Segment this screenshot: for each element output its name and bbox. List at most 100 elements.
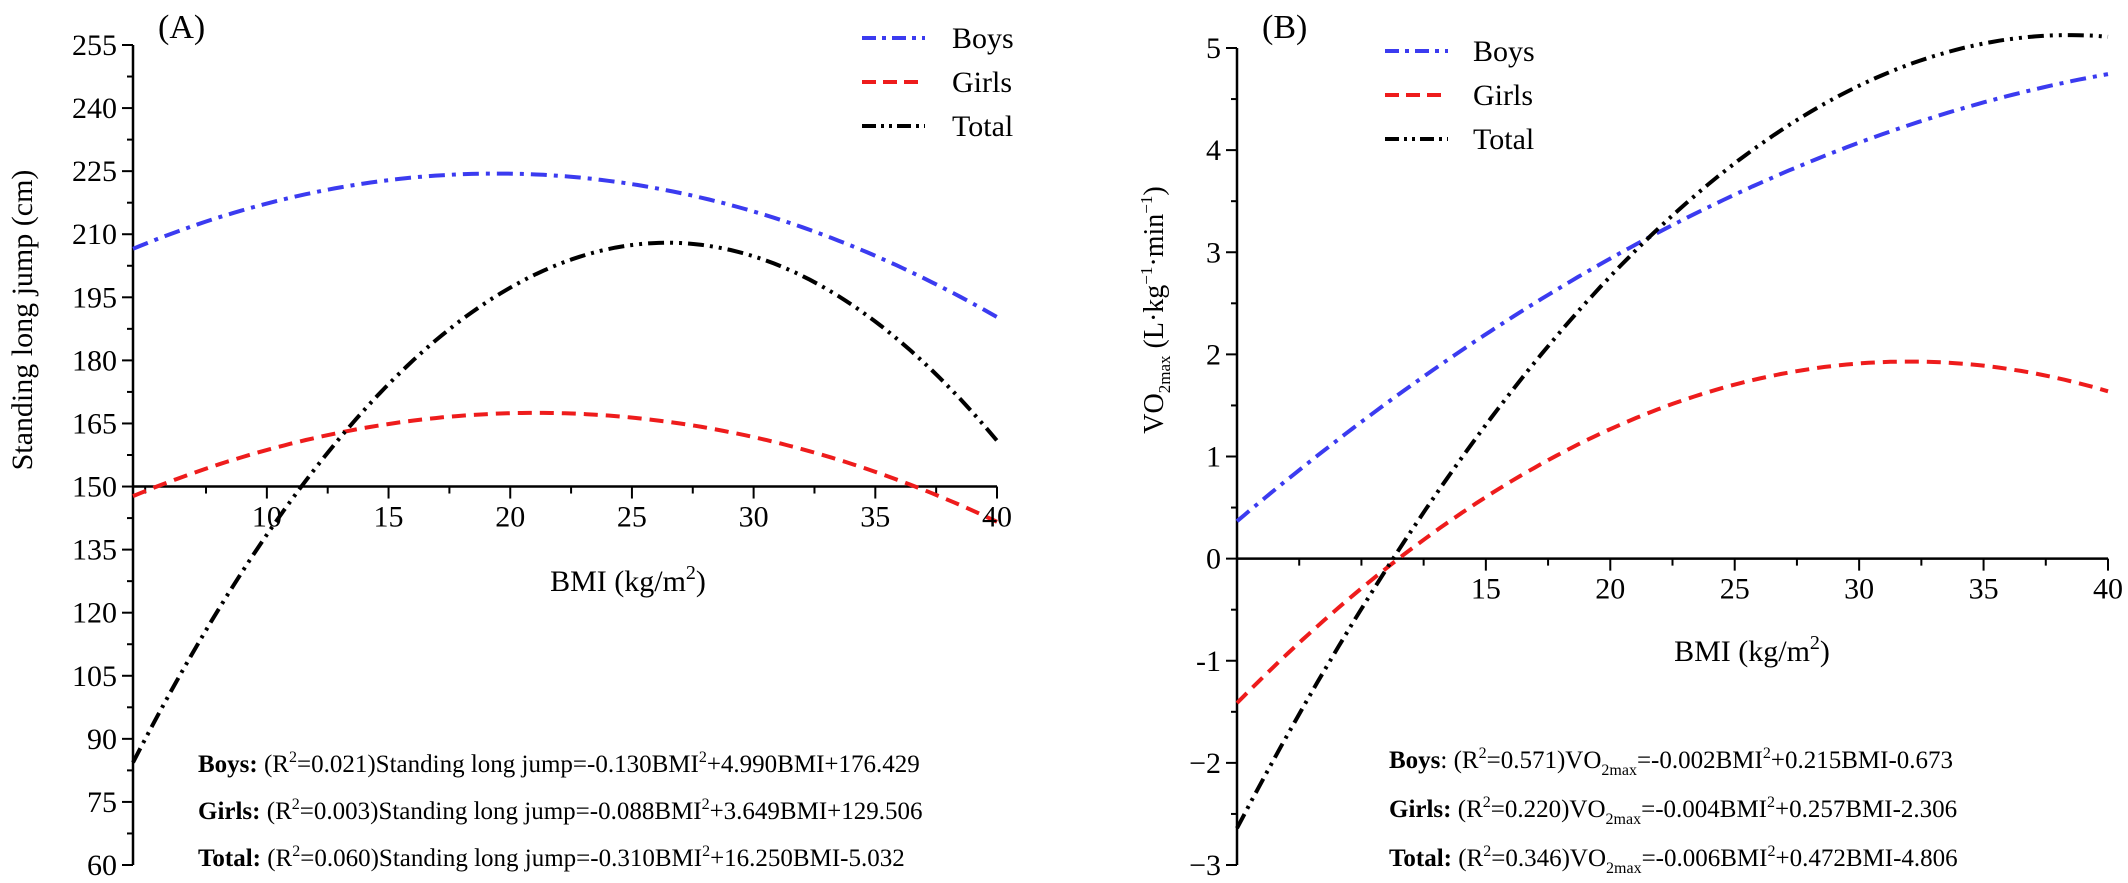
equation-boys-group: Boys: [198,751,258,778]
x-tick-label: 15 [1471,573,1501,606]
equation-total-mid: =-0.006BMI [1642,845,1768,872]
panel-a-legend: Boys Girls Total [862,22,1014,143]
equation-total-group: Total: [198,845,261,872]
panel-a-axes [122,44,998,866]
panel-a-x-axis-label: BMI (kg/m2) [550,562,706,598]
equation-girls-rhs: +0.257BMI-2.306 [1775,796,1957,823]
x-tick-label: 15 [374,501,404,534]
series-line-boys [132,171,998,319]
y-tick-label: 225 [72,155,117,188]
y-tick-label: 0 [1206,543,1221,576]
series-line-total [1235,33,2109,830]
panel-b-y-axis-label: VO2max (L·kg−1·min−1) [1137,186,1174,433]
panel-a: (A) 607590105120135150165180195210225240… [6,9,1014,882]
equation-boys-sub: 2max [1601,762,1637,779]
y-tick-label: 120 [72,597,117,630]
equation-girls-rhs: +3.649BMI+129.506 [710,798,923,825]
equation-boys-rhs: +0.215BMI-0.673 [1771,747,1953,774]
x-tick-label: 25 [617,501,647,534]
equation-boys-group: Boys [1389,747,1441,774]
equation-boys-r2: =0.021) [297,751,376,778]
equation-total-lhs: Standing long jump=-0.310BMI [379,845,702,872]
equation-total-rhs: +0.472BMI-4.806 [1775,845,1957,872]
y-tick-label: 1 [1206,441,1221,474]
y-tick-label: 4 [1206,134,1221,167]
equation-girls-group: Girls: [198,798,261,825]
equation-boys-rhs: +4.990BMI+176.429 [707,751,920,778]
panel-b-x-axis-label: BMI (kg/m2) [1674,632,1830,668]
legend-label-girls: Girls [1473,79,1533,112]
panel-a-x-axis-label-tail: ) [696,565,706,598]
x-tick-label: 40 [982,501,1012,534]
panel-b-legend: Boys Girls Total [1385,35,1535,156]
equation-boys: Boys: (R2=0.571)VO2max=-0.002BMI2+0.215B… [1389,745,1953,779]
y-tick-label: 75 [87,786,117,819]
equation-girls-mid: =-0.004BMI [1641,796,1767,823]
equation-boys-r2: =0.571)VO [1487,747,1602,774]
series-line-girls [1235,359,2109,705]
equation-total-r2: =0.346)VO [1491,845,1606,872]
y-tick-label: 195 [72,281,117,314]
panel-b-equations: Boys: (R2=0.571)VO2max=-0.002BMI2+0.215B… [1389,745,1958,877]
panel-b-x-axis-label-main: BMI (kg/m [1674,635,1810,668]
panel-b-x-axis-label-sup: 2 [1810,632,1820,654]
equation-total-rhs: +16.250BMI-5.032 [710,845,905,872]
panel-b-tick-labels: −3 −2 -1 0 1 2 3 4 5 15 20 25 30 35 40 [1189,32,2123,882]
x-tick-label: 30 [739,501,769,534]
equation-girls: Girls: (R2=0.003)Standing long jump=-0.0… [198,796,923,825]
equation-boys-lhs: Standing long jump=-0.130BMI [376,751,699,778]
equation-girls-r2: =0.003) [300,798,379,825]
equation-total-sub: 2max [1606,860,1642,877]
equation-girls-group: Girls: [1389,796,1452,823]
panel-a-tick-labels: 6075901051201351501651801952102252402551… [72,29,1012,882]
series-line-girls [132,410,998,524]
panel-a-y-axis-label: Standing long jump (cm) [6,170,39,471]
legend-label-girls: Girls [952,66,1012,99]
y-tick-label: 255 [72,29,117,62]
panel-b: (B) −3 −2 -1 0 1 2 3 4 5 15 20 25 30 35 40 VO2max (L·k… [1137,9,2123,882]
equation-total: Total: (R2=0.346)VO2max=-0.006BMI2+0.472… [1389,843,1958,877]
y-tick-label: 150 [72,471,117,504]
y-tick-label: 210 [72,218,117,251]
legend-label-boys: Boys [952,22,1014,55]
equation-girls-r2: =0.220)VO [1491,796,1606,823]
equation-total-r2: =0.060) [300,845,379,872]
legend-label-total: Total [1473,123,1534,156]
y-tick-label: 90 [87,723,117,756]
panel-b-x-axis-label-tail: ) [1820,635,1830,668]
equation-boys: Boys: (R2=0.021)Standing long jump=-0.13… [198,749,920,778]
x-tick-label: 30 [1844,573,1874,606]
equation-total: Total: (R2=0.060)Standing long jump=-0.3… [198,843,905,872]
y-tick-label: 60 [87,849,117,882]
panel-b-series [1235,33,2109,830]
legend-label-total: Total [952,110,1013,143]
panel-a-series [131,171,999,764]
panel-a-equations: Boys: (R2=0.021)Standing long jump=-0.13… [198,749,923,872]
x-tick-label: 40 [2093,573,2123,606]
x-tick-label: 35 [1969,573,1999,606]
y-tick-label: 105 [72,660,117,693]
x-tick-label: 35 [860,501,890,534]
panel-a-label: (A) [158,9,205,46]
y-tick-label: 135 [72,534,117,567]
equation-girls-sub: 2max [1606,811,1642,828]
y-tick-label: 2 [1206,338,1221,371]
panel-a-x-axis-label-sup: 2 [686,562,696,584]
x-tick-label: 10 [252,501,282,534]
x-tick-label: 20 [495,501,525,534]
y-tick-label: 165 [72,407,117,440]
equation-total-group: Total: [1389,845,1452,872]
panel-a-x-axis-label-main: BMI (kg/m [550,565,686,598]
y-tick-label: -1 [1196,645,1221,678]
y-tick-label: 180 [72,344,117,377]
equation-boys-mid: =-0.002BMI [1637,747,1763,774]
x-tick-label: 20 [1595,573,1625,606]
y-tick-label: −3 [1189,849,1221,882]
y-tick-label: 3 [1206,236,1221,269]
equation-girls: Girls: (R2=0.220)VO2max=-0.004BMI2+0.257… [1389,794,1957,828]
y-tick-label: −2 [1189,747,1221,780]
series-line-boys [1235,72,2109,523]
legend-label-boys: Boys [1473,35,1535,68]
series-line-total [131,240,999,764]
